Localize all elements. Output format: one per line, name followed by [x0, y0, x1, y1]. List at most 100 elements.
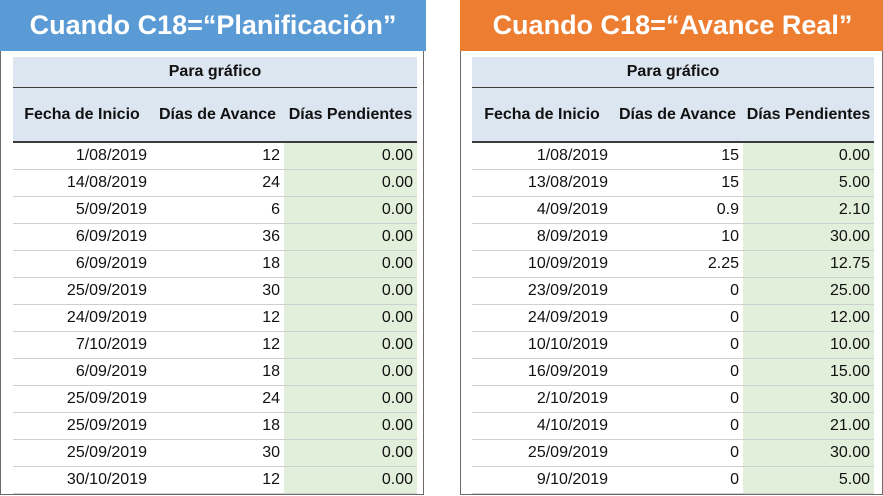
- table-row: 23/09/2019 0 25.00: [472, 278, 874, 305]
- cell-fecha-inicio: 6/09/2019: [75, 228, 147, 245]
- planificacion-panel: Cuando C18=“Planificación” Para gráfico …: [0, 0, 426, 495]
- cell-dias-pendientes: 21.00: [743, 413, 874, 439]
- cell-dias-avance: 0: [730, 282, 739, 299]
- cell-fecha-inicio: 24/09/2019: [66, 309, 147, 326]
- cell-fecha-inicio: 13/08/2019: [527, 174, 608, 191]
- cell-dias-avance: 10: [721, 228, 739, 245]
- cell-fecha-inicio: 4/10/2019: [536, 417, 608, 434]
- cell-dias-pendientes: 0.00: [284, 224, 417, 250]
- cell-fecha-inicio: 16/09/2019: [527, 363, 608, 380]
- col-dias-avance: Días de Avance: [158, 106, 277, 123]
- table-row: 25/09/2019 24 0.00: [13, 386, 417, 413]
- cell-fecha-inicio: 14/08/2019: [66, 174, 147, 191]
- cell-fecha-inicio: 25/09/2019: [66, 282, 147, 299]
- cell-dias-avance: 12: [262, 309, 280, 326]
- cell-dias-avance: 12: [262, 336, 280, 353]
- table-row: 6/09/2019 36 0.00: [13, 224, 417, 251]
- cell-fecha-inicio: 25/09/2019: [66, 390, 147, 407]
- cell-fecha-inicio: 9/10/2019: [536, 471, 608, 488]
- cell-dias-pendientes: 15.00: [743, 359, 874, 385]
- table-row: 24/09/2019 12 0.00: [13, 305, 417, 332]
- cell-dias-pendientes: 0.00: [284, 467, 417, 493]
- cell-fecha-inicio: 2/10/2019: [536, 390, 608, 407]
- cell-dias-pendientes: 0.00: [284, 143, 417, 169]
- cell-dias-pendientes: 0.00: [284, 305, 417, 331]
- table-row: 25/09/2019 18 0.00: [13, 413, 417, 440]
- table-header: Fecha de Inicio Días de Avance Días Pend…: [472, 88, 874, 143]
- table-row: 6/09/2019 18 0.00: [13, 251, 417, 278]
- table-row: 4/10/2019 0 21.00: [472, 413, 874, 440]
- cell-fecha-inicio: 5/09/2019: [75, 201, 147, 218]
- table-row: 2/10/2019 0 30.00: [472, 386, 874, 413]
- cell-dias-avance: 0: [730, 336, 739, 353]
- cell-fecha-inicio: 7/10/2019: [75, 336, 147, 353]
- table-row: 30/10/2019 12 0.00: [13, 467, 417, 494]
- cell-dias-avance: 0: [730, 444, 739, 461]
- cell-dias-avance: 18: [262, 417, 280, 434]
- table-row: 9/10/2019 0 5.00: [472, 467, 874, 494]
- table-subheader: Para gráfico: [13, 57, 417, 88]
- cell-dias-pendientes: 0.00: [284, 278, 417, 304]
- cell-dias-avance: 0: [730, 417, 739, 434]
- cell-fecha-inicio: 10/10/2019: [527, 336, 608, 353]
- cell-dias-avance: 12: [262, 471, 280, 488]
- cell-dias-pendientes: 30.00: [743, 224, 874, 250]
- cell-dias-pendientes: 5.00: [743, 170, 874, 196]
- cell-dias-pendientes: 0.00: [284, 197, 417, 223]
- table-row: 4/09/2019 0.9 2.10: [472, 197, 874, 224]
- cell-fecha-inicio: 23/09/2019: [527, 282, 608, 299]
- cell-dias-avance: 2.25: [707, 255, 739, 272]
- cell-fecha-inicio: 6/09/2019: [75, 255, 147, 272]
- cell-dias-pendientes: 2.10: [743, 197, 874, 223]
- cell-dias-avance: 30: [262, 282, 280, 299]
- table-row: 25/09/2019 0 30.00: [472, 440, 874, 467]
- cell-fecha-inicio: 1/08/2019: [536, 147, 608, 164]
- cell-dias-avance: 15: [721, 174, 739, 191]
- col-dias-avance: Días de Avance: [618, 106, 737, 123]
- col-fecha-inicio: Fecha de Inicio: [484, 106, 600, 123]
- cell-dias-pendientes: 0.00: [284, 440, 417, 466]
- cell-dias-pendientes: 0.00: [284, 170, 417, 196]
- table-row: 10/09/2019 2.25 12.75: [472, 251, 874, 278]
- cell-dias-avance: 18: [262, 363, 280, 380]
- table-row: 25/09/2019 30 0.00: [13, 278, 417, 305]
- table-row: 25/09/2019 30 0.00: [13, 440, 417, 467]
- avance-real-table: Para gráfico Fecha de Inicio Días de Ava…: [472, 57, 874, 494]
- col-dias-pendientes: Días Pendientes: [746, 106, 871, 123]
- table-body: 1/08/2019 12 0.00 14/08/2019 24 0.00 5/09/2019…: [13, 143, 417, 494]
- cell-dias-pendientes: 10.00: [743, 332, 874, 358]
- cell-dias-pendientes: 12.75: [743, 251, 874, 277]
- col-dias-pendientes: Días Pendientes: [288, 106, 413, 123]
- avance-real-title: Cuando C18=“Avance Real”: [460, 0, 883, 51]
- table-row: 5/09/2019 6 0.00: [13, 197, 417, 224]
- cell-fecha-inicio: 8/09/2019: [536, 228, 608, 245]
- cell-dias-pendientes: 0.00: [284, 359, 417, 385]
- cell-fecha-inicio: 4/09/2019: [536, 201, 608, 218]
- planificacion-title: Cuando C18=“Planificación”: [0, 0, 426, 51]
- cell-dias-avance: 30: [262, 444, 280, 461]
- cell-dias-pendientes: 30.00: [743, 440, 874, 466]
- table-row: 13/08/2019 15 5.00: [472, 170, 874, 197]
- cell-dias-avance: 0: [730, 390, 739, 407]
- table-subheader: Para gráfico: [472, 57, 874, 88]
- cell-dias-avance: 0.9: [716, 201, 739, 218]
- cell-dias-avance: 0: [730, 363, 739, 380]
- table-row: 6/09/2019 18 0.00: [13, 359, 417, 386]
- table-row: 24/09/2019 0 12.00: [472, 305, 874, 332]
- cell-dias-avance: 12: [262, 147, 280, 164]
- table-row: 1/08/2019 12 0.00: [13, 143, 417, 170]
- table-header: Fecha de Inicio Días de Avance Días Pend…: [13, 88, 417, 143]
- table-row: 8/09/2019 10 30.00: [472, 224, 874, 251]
- cell-dias-avance: 0: [730, 471, 739, 488]
- cell-fecha-inicio: 25/09/2019: [527, 444, 608, 461]
- table-row: 16/09/2019 0 15.00: [472, 359, 874, 386]
- cell-fecha-inicio: 30/10/2019: [66, 471, 147, 488]
- cell-fecha-inicio: 25/09/2019: [66, 444, 147, 461]
- cell-dias-pendientes: 25.00: [743, 278, 874, 304]
- cell-dias-avance: 0: [730, 309, 739, 326]
- cell-dias-pendientes: 0.00: [284, 332, 417, 358]
- cell-dias-pendientes: 12.00: [743, 305, 874, 331]
- cell-dias-avance: 15: [721, 147, 739, 164]
- avance-real-panel: Cuando C18=“Avance Real” Para gráfico Fe…: [460, 0, 883, 495]
- cell-dias-pendientes: 5.00: [743, 467, 874, 493]
